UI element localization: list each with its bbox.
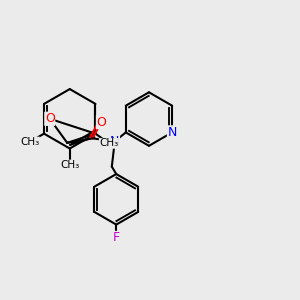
Text: O: O [97,116,106,128]
Text: CH₃: CH₃ [20,137,40,147]
Text: CH₃: CH₃ [60,160,80,170]
Text: N: N [110,135,119,148]
Text: O: O [45,112,55,125]
Text: N: N [167,126,177,139]
Text: F: F [113,231,120,244]
Text: CH₃: CH₃ [99,138,118,148]
